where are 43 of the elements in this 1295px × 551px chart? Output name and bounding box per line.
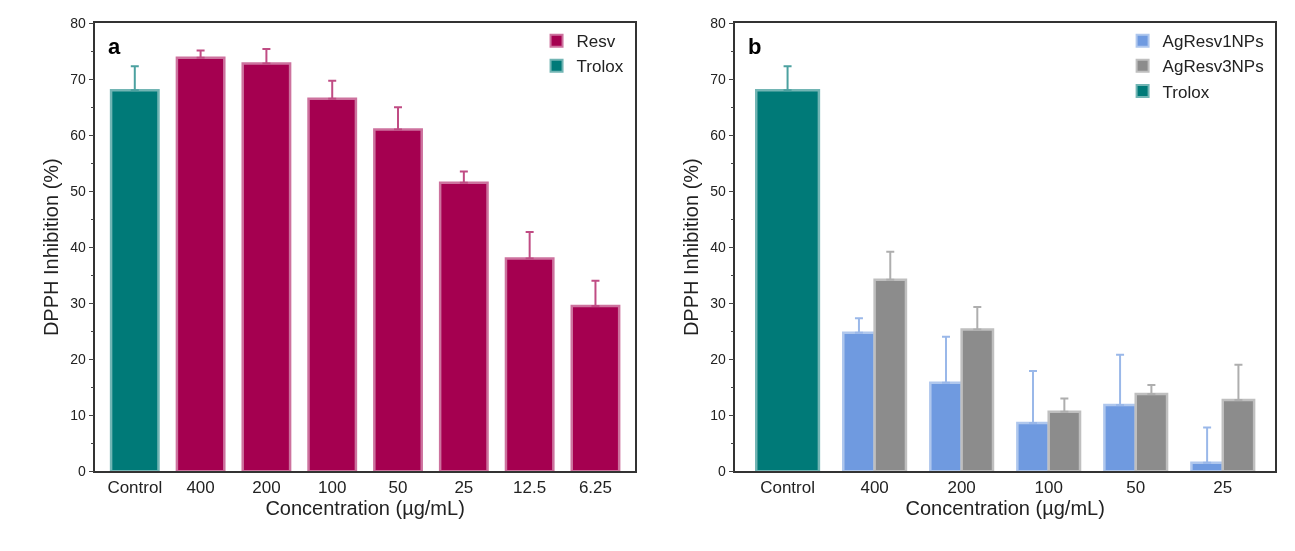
y-axis-title: DPPH Inhibition (%): [680, 158, 703, 337]
x-tick-label: 100: [318, 478, 347, 498]
y-tick-label: 50: [70, 183, 86, 200]
x-tick-label: 12.5: [513, 478, 547, 498]
y-tick-label: 10: [70, 407, 86, 424]
y-tick-label: 10: [710, 407, 727, 424]
y-tick-label: 40: [710, 239, 727, 256]
y-tick-label: 60: [70, 127, 86, 144]
legend-label: Resv: [576, 32, 616, 52]
legend-label: AgResv3NPs: [1162, 57, 1264, 77]
legend-label: Trolox: [1162, 82, 1210, 102]
y-tick-label: 70: [710, 71, 727, 88]
y-tick-label: 80: [70, 15, 86, 32]
y-tick-label: 40: [70, 239, 86, 256]
y-tick-label: 60: [710, 127, 727, 144]
x-tick-label: 25: [454, 478, 474, 498]
x-axis-title: Concentration (µg/mL): [265, 497, 465, 520]
x-tick-label: 200: [252, 478, 281, 498]
annotation: b: [748, 34, 762, 59]
x-tick-label: 50: [1126, 478, 1146, 498]
x-tick-label: 400: [860, 478, 889, 498]
x-tick-label: 400: [186, 478, 215, 498]
x-tick-label: 6.25: [578, 478, 613, 498]
y-tick-label: 30: [70, 295, 86, 312]
x-tick-label: 50: [388, 478, 408, 498]
y-tick-label: 30: [710, 295, 727, 312]
y-tick-label: 0: [77, 463, 86, 480]
x-tick-label: 200: [947, 478, 976, 498]
y-tick-label: 50: [710, 183, 727, 200]
y-tick-label: 20: [710, 351, 727, 368]
legend-label: Trolox: [576, 57, 624, 77]
annotation: a: [108, 34, 121, 59]
y-tick-label: 80: [710, 15, 727, 32]
y-axis-title: DPPH Inhibition (%): [40, 158, 63, 337]
y-tick-label: 70: [70, 71, 86, 88]
x-axis-title: Concentration (µg/mL): [905, 497, 1105, 520]
x-tick-label: 25: [1213, 478, 1233, 498]
x-tick-label: Control: [107, 478, 163, 498]
x-tick-label: Control: [760, 478, 815, 498]
legend-label: AgResv1NPs: [1162, 32, 1264, 52]
y-tick-label: 20: [70, 351, 86, 368]
y-tick-label: 0: [718, 463, 726, 480]
x-tick-label: 100: [1034, 478, 1063, 498]
